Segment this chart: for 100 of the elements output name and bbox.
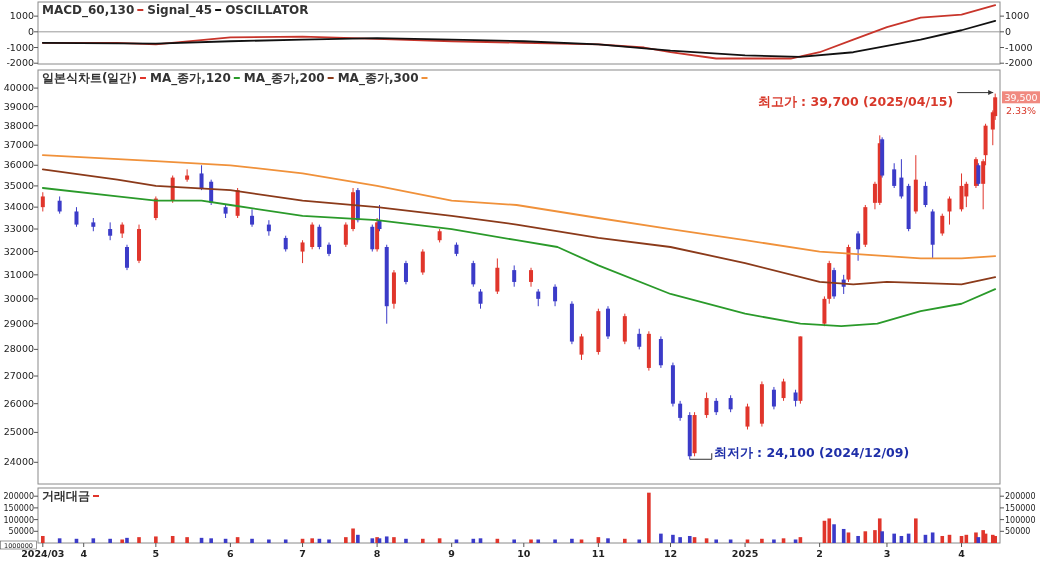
bar — [529, 539, 533, 543]
y-tick-label: 30000 — [3, 292, 34, 304]
candlestick — [370, 224, 375, 253]
y-tick-label: -1000 — [6, 41, 34, 53]
candlestick — [471, 260, 476, 288]
y2-tick-label: 100000 — [1005, 515, 1036, 525]
y-tick-label: 34000 — [3, 201, 34, 213]
x-tick-label: 11 — [591, 548, 605, 559]
candlestick — [892, 162, 897, 189]
bar — [832, 524, 836, 543]
x-tick-label: 2024/03 — [21, 548, 65, 559]
candlestick — [300, 239, 305, 264]
y2-tick-label: 1000 — [1005, 10, 1030, 22]
bar — [185, 537, 189, 543]
bar — [154, 536, 158, 543]
legend-label: MA_종가,300 — [337, 71, 419, 86]
x-tick-label: 8 — [373, 548, 381, 559]
y-tick-label: 40000 — [3, 82, 34, 94]
candlestick — [940, 213, 945, 237]
bar — [714, 539, 719, 543]
y2-tick-label: 0 — [1005, 25, 1012, 37]
bar — [647, 492, 651, 543]
y-tick-label: 36000 — [3, 159, 34, 171]
candlestick — [976, 162, 981, 187]
bar — [344, 537, 348, 543]
bar — [793, 539, 798, 543]
candlestick — [74, 206, 79, 228]
bar — [570, 538, 574, 543]
candlestick — [343, 221, 348, 248]
candlestick — [964, 181, 969, 208]
x-tick-label: 9 — [448, 548, 455, 559]
legend-label: Signal_45 — [147, 3, 213, 18]
y-tick-label: 25000 — [3, 426, 34, 438]
line-series — [41, 168, 997, 286]
candlestick — [512, 264, 517, 288]
y-tick-label: 50000 — [8, 527, 34, 537]
bar — [421, 538, 425, 543]
bar — [914, 518, 918, 543]
bar — [120, 539, 124, 543]
candlestick — [529, 267, 534, 288]
y-tick-label: 28000 — [3, 343, 34, 355]
bar — [687, 535, 692, 543]
legend-label: MACD_60,130 — [42, 3, 135, 18]
bar — [384, 536, 389, 543]
legend-label: MA_종가,120 — [149, 71, 231, 86]
candlestick — [704, 391, 709, 419]
candlestick — [781, 378, 786, 402]
bar — [553, 539, 557, 543]
candlestick — [678, 400, 683, 422]
y-tick-label: 1000 — [9, 10, 34, 22]
y-tick-label: 38000 — [3, 119, 34, 131]
annotation: OSCILLATOR — [225, 3, 309, 17]
bar — [108, 538, 112, 543]
bar — [659, 533, 663, 543]
y2-tick-label: -2000 — [1005, 57, 1033, 69]
bar — [606, 538, 610, 543]
candlestick — [420, 248, 425, 276]
candlestick — [959, 172, 964, 212]
x-tick-label: 4 — [80, 548, 88, 559]
x-tick-label: 2025 — [731, 548, 759, 559]
y-tick-label: -2000 — [6, 57, 34, 69]
candlestick — [403, 260, 408, 285]
candlestick — [185, 168, 190, 183]
bar — [267, 539, 271, 543]
y2-tick-label: -1000 — [1005, 41, 1033, 53]
annotation: 최고가 : 39,700 (2025/04/15) — [757, 93, 954, 109]
candlestick — [250, 208, 255, 228]
bar — [404, 538, 408, 543]
y-tick-label: 200000 — [3, 492, 34, 502]
y2-tick-label: 200000 — [1005, 492, 1036, 502]
text: 2.33% — [1005, 105, 1037, 117]
bar — [623, 538, 627, 543]
legend-label: 일본식차트(일간) — [42, 71, 137, 85]
bar — [728, 539, 733, 543]
bar — [745, 539, 750, 543]
candlestick — [124, 244, 129, 271]
legend-label: MA_종가,200 — [243, 71, 325, 86]
line-series — [41, 187, 997, 328]
legend-label: 거래대금 — [42, 489, 90, 503]
y-tick-label: 31000 — [3, 268, 34, 280]
line-series — [41, 19, 997, 58]
y-tick-label: 0 — [27, 25, 34, 37]
x-tick-label: 2 — [816, 548, 823, 559]
bar — [125, 537, 129, 543]
annotation: 최저가 : 24,100 (2024/12/09) — [713, 445, 910, 461]
y2-tick-label: 150000 — [1005, 503, 1036, 513]
bar — [41, 535, 45, 543]
candlestick — [495, 257, 500, 295]
bar — [356, 534, 360, 543]
y-tick-label: 150000 — [3, 503, 34, 513]
bar — [671, 534, 675, 543]
y-tick-label: 37000 — [3, 139, 34, 151]
bar — [856, 535, 860, 543]
bar — [370, 538, 375, 543]
bar — [772, 539, 776, 543]
candlestick — [923, 181, 928, 208]
line-series — [41, 154, 997, 260]
bar — [940, 535, 945, 543]
y-tick-label: 39000 — [3, 100, 34, 112]
candlestick — [579, 333, 584, 361]
